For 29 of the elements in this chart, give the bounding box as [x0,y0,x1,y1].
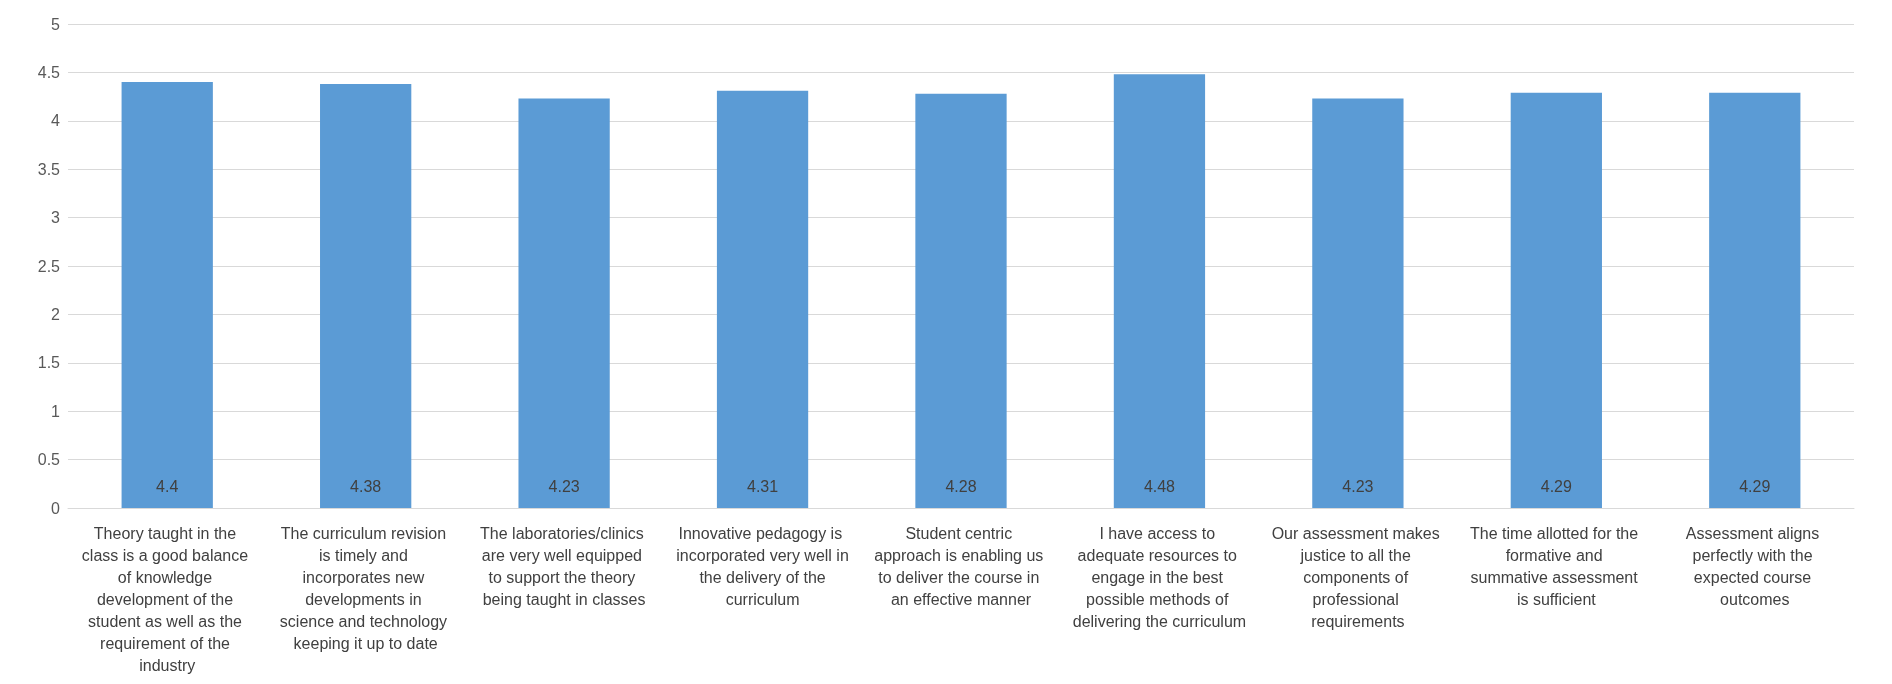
data-label: 4.29 [1540,477,1573,495]
y-tick-label: 1.5 [37,354,61,372]
data-label: 4.48 [1143,477,1176,495]
y-tick-label: 5 [51,15,61,33]
data-label: 4.4 [156,477,179,495]
data-label: 4.28 [945,477,977,495]
x-tick-label: Our assessment makes justice to all the components of professional requirements [1271,524,1445,630]
x-tick-label: Innovative pedagogy is incorporated very well in the delivery of the curriculum [676,524,849,608]
x-tick-label: The time allotted for the formative and summative assessment is sufficient [1470,524,1643,608]
x-tick-label: I have access to adequate resources to engage in the best possible methods of delivering the curriculum [1072,524,1247,630]
x-tick-label: The curriculum revision is timely and incorporates new developments in science and technology keeping it up to date [279,524,452,652]
y-tick-label: 2.5 [37,257,61,275]
x-tick-label: Assessment aligns perfectly with the expected course outcomes [1685,524,1824,608]
y-tick-label: 0.5 [37,451,61,469]
data-label: 4.29 [1739,477,1771,495]
x-tick-label: Student centric approach is enabling us to deliver the course in an effective manner [874,524,1048,608]
y-tick-label: 1 [51,402,61,420]
data-label: 4.23 [548,477,580,495]
y-tick-label: 2 [51,305,61,323]
x-tick-label: The laboratories/clinics are very well equipped to support the theory being taught in classes [480,524,649,608]
data-label: 4.23 [1342,477,1374,495]
y-tick-label: 4 [51,112,61,130]
y-tick-label: 3 [51,209,61,227]
data-label: 4.31 [746,477,779,495]
x-tick-label: Theory taught in the class is a good balance of knowledge development of the student as well as the requirement of the industry [81,524,253,674]
y-tick-label: 3.5 [37,160,61,178]
y-tick-label: 0 [51,499,61,517]
data-label: 4.38 [350,477,382,495]
y-tick-label: 4.5 [37,63,61,81]
